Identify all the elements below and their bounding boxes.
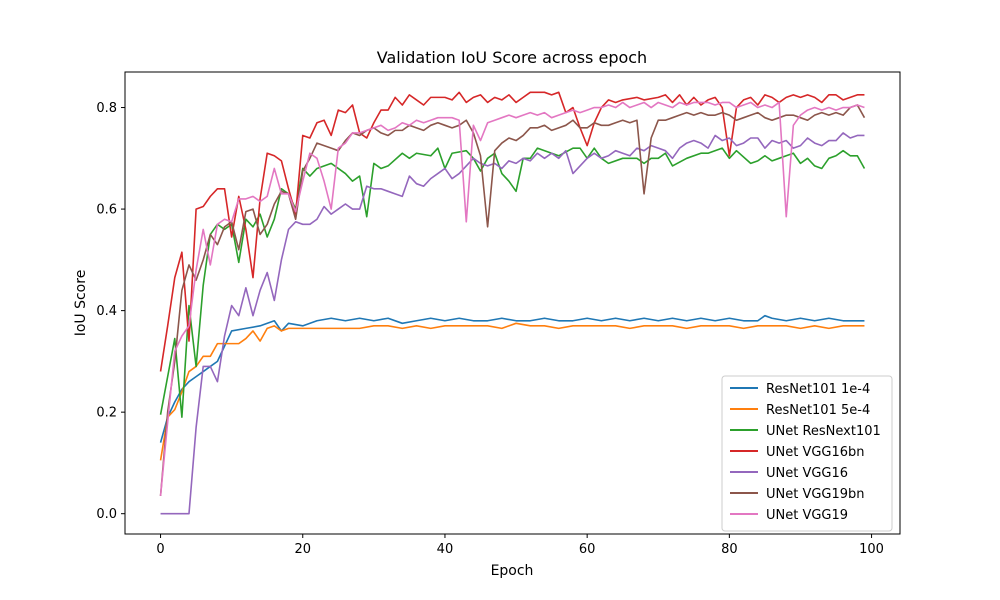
x-axis: 0 20 40 60 80 100 <box>156 534 884 557</box>
series-line-4 <box>159 91 865 372</box>
legend-label: UNet VGG16 <box>766 466 848 481</box>
legend-label: UNet VGG19bn <box>766 487 865 502</box>
x-tick-label: 100 <box>859 542 884 557</box>
legend-label: UNet VGG19 <box>766 508 848 523</box>
series-layer <box>159 91 866 515</box>
x-tick-label: 60 <box>579 542 596 557</box>
series-line-3 <box>159 147 866 419</box>
y-tick-label: 0.4 <box>96 304 117 319</box>
y-tick-label: 0.6 <box>96 203 117 218</box>
legend-label: UNet VGG16bn <box>766 445 865 460</box>
y-tick-label: 0.0 <box>96 507 117 522</box>
series-line-5 <box>160 132 865 515</box>
x-tick-label: 20 <box>294 542 311 557</box>
series-line-6 <box>159 104 866 496</box>
series-line-1 <box>159 314 865 443</box>
y-axis: 0.0 0.2 0.4 0.6 0.8 <box>96 101 125 522</box>
x-tick-label: 0 <box>156 542 164 557</box>
y-tick-label: 0.2 <box>96 406 117 421</box>
x-tick-label: 40 <box>437 542 454 557</box>
x-axis-label: Epoch <box>491 563 534 579</box>
series-line-7 <box>159 101 865 496</box>
chart-title: Validation IoU Score across epoch <box>377 48 647 67</box>
x-tick-label: 80 <box>721 542 738 557</box>
legend-label: ResNet101 5e-4 <box>766 403 870 418</box>
plot-frame <box>124 71 901 535</box>
legend-label: ResNet101 1e-4 <box>766 382 870 397</box>
series-line-2 <box>159 322 865 461</box>
legend: ResNet101 1e-4 ResNet101 5e-4 UNet ResNext… <box>721 375 893 532</box>
legend-box <box>721 375 893 532</box>
y-tick-label: 0.8 <box>96 101 117 116</box>
legend-label: UNet ResNext101 <box>766 424 881 439</box>
y-axis-label: IoU Score <box>73 270 89 337</box>
